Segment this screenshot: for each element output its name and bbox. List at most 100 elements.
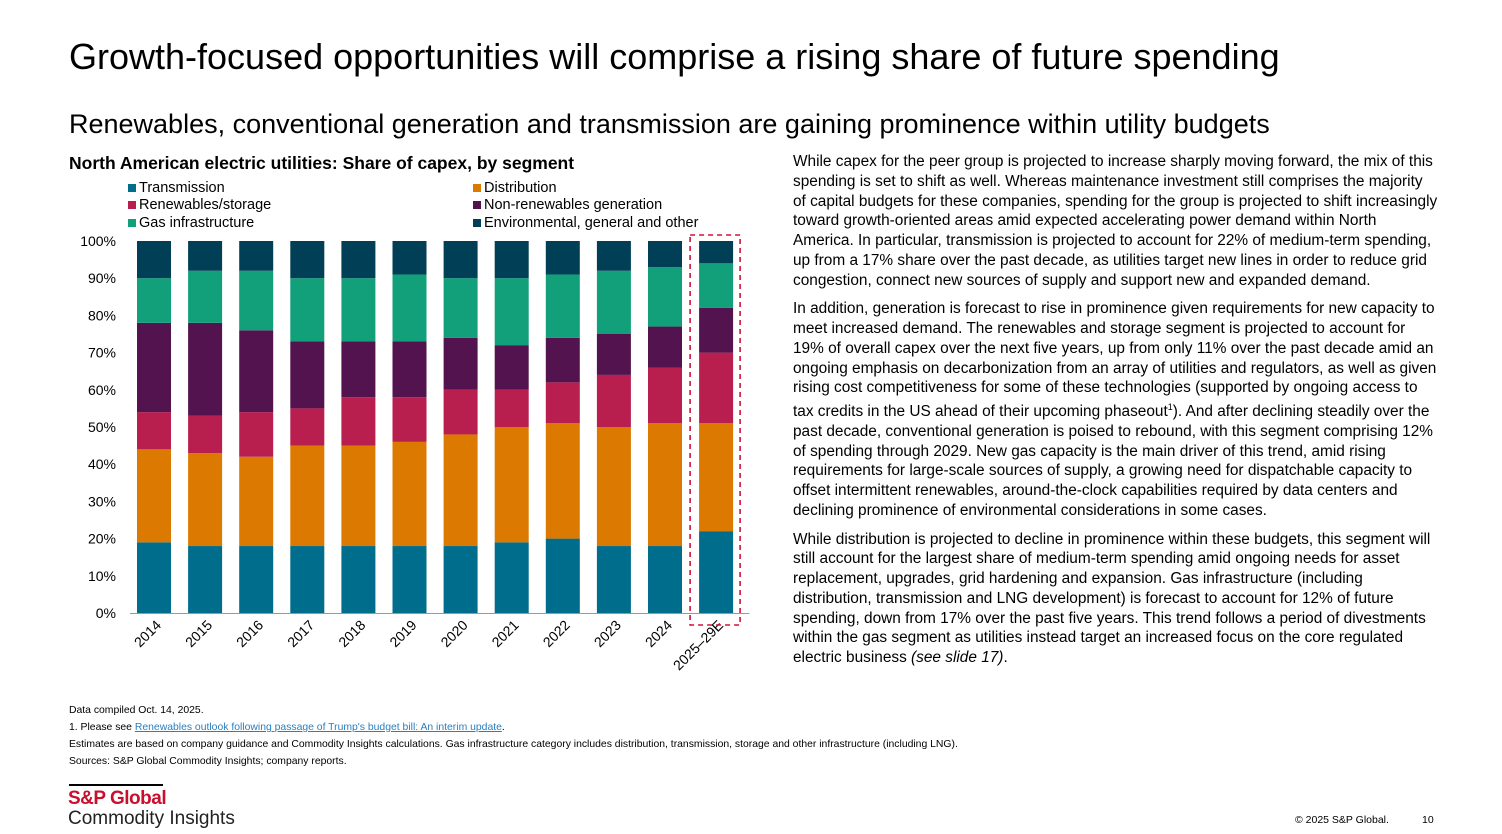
bar-segment-renewables-storage xyxy=(341,397,376,446)
legend-item: Transmission xyxy=(128,180,225,196)
bar-segment-environmental-general-and-other xyxy=(648,241,682,268)
bar-segment-transmission xyxy=(239,546,274,613)
bar-segment-transmission xyxy=(648,546,682,613)
logo-rule xyxy=(69,784,163,786)
bar-segment-non-renewables-generation xyxy=(699,307,734,353)
bar-segment-environmental-general-and-other xyxy=(545,241,580,275)
page-number: 10 xyxy=(1422,814,1434,826)
bar-segment-environmental-general-and-other xyxy=(341,241,376,279)
highlight-box xyxy=(689,234,741,626)
bar-segment-environmental-general-and-other xyxy=(290,241,325,279)
logo-brand: S&P Global xyxy=(68,788,167,809)
bar-segment-non-renewables-generation xyxy=(443,337,478,390)
stacked-bar-chart: 0% 10% 20% 30% 40% 50% 60% 70% 80% 90% 100% 2014 201… xyxy=(80,233,750,673)
bar-segment-gas-infrastructure xyxy=(545,274,580,338)
bar-segment-distribution xyxy=(699,423,734,532)
footnote-ref: 1 xyxy=(1167,402,1173,412)
bar-segment-environmental-general-and-other xyxy=(392,241,427,275)
x-tick-label: 2015 xyxy=(182,617,215,650)
legend-item: Environmental, general and other xyxy=(473,215,698,231)
bar-segment-distribution xyxy=(239,456,274,547)
bar-segment-gas-infrastructure xyxy=(494,278,529,346)
bar-segment-transmission xyxy=(137,542,171,613)
slide-reference: (see slide 17) xyxy=(911,649,1004,667)
bar-segment-distribution xyxy=(290,445,325,547)
bar-segment-gas-infrastructure xyxy=(443,278,478,338)
legend-item: Distribution xyxy=(473,180,557,196)
legend-item: Renewables/storage xyxy=(128,197,271,213)
bar-segment-gas-infrastructure xyxy=(239,270,274,331)
y-tick-label: 0% xyxy=(96,605,116,621)
x-tick-label: 2014 xyxy=(131,617,164,650)
y-tick-label: 100% xyxy=(80,233,116,249)
bar-segment-environmental-general-and-other xyxy=(239,241,274,271)
bar-segment-non-renewables-generation xyxy=(392,341,427,398)
bar-segment-transmission xyxy=(188,546,223,613)
legend-item: Non-renewables generation xyxy=(473,197,662,213)
copyright: © 2025 S&P Global. xyxy=(1295,814,1389,826)
logo-division: Commodity Insights xyxy=(68,808,235,829)
bar-segment-transmission xyxy=(545,538,580,613)
x-tick-label: 2018 xyxy=(335,617,368,650)
slide-title: Growth-focused opportunities will compri… xyxy=(69,36,1280,77)
bar-segment-environmental-general-and-other xyxy=(188,241,223,271)
y-tick-label: 70% xyxy=(88,345,116,361)
legend-label: Distribution xyxy=(484,180,557,196)
y-tick-label: 30% xyxy=(88,493,116,509)
bar-segment-renewables-storage xyxy=(443,389,478,435)
bar-segment-transmission xyxy=(699,531,734,613)
bar-segment-distribution xyxy=(188,453,223,547)
paragraph-2-part-a: In addition, generation is forecast to r… xyxy=(793,300,1437,421)
y-tick-label: 40% xyxy=(88,456,116,472)
bar-segment-transmission xyxy=(341,546,376,613)
footnote-1: 1. Please see Renewables outlook followi… xyxy=(69,719,958,736)
legend-swatch xyxy=(128,201,136,209)
footnote-link[interactable]: Renewables outlook following passage of … xyxy=(134,722,502,733)
bar-segment-non-renewables-generation xyxy=(494,345,529,390)
paragraph-3-text: While distribution is projected to decli… xyxy=(793,530,1431,667)
bar-segment-transmission xyxy=(392,546,427,613)
legend-swatch xyxy=(473,219,481,227)
y-tick-label: 50% xyxy=(88,419,116,435)
bar-segment-renewables-storage xyxy=(648,367,682,424)
bar-segment-non-renewables-generation xyxy=(290,341,325,409)
y-tick-label: 80% xyxy=(88,307,116,323)
bar-segment-transmission xyxy=(494,542,529,613)
y-tick-label: 10% xyxy=(88,568,116,584)
paragraph-3: While distribution is projected to decli… xyxy=(793,530,1438,668)
bar-segment-renewables-storage xyxy=(137,412,171,450)
legend-label: Transmission xyxy=(139,180,225,196)
bar-segment-gas-infrastructure xyxy=(137,278,171,323)
bar-segment-distribution xyxy=(494,427,529,543)
bar-segment-non-renewables-generation xyxy=(596,334,631,375)
bar-segment-distribution xyxy=(596,427,631,547)
legend-label: Environmental, general and other xyxy=(484,215,699,231)
x-tick-label: 2022 xyxy=(540,617,573,650)
paragraph-2: In addition, generation is forecast to r… xyxy=(793,299,1438,520)
bar-segment-non-renewables-generation xyxy=(341,341,376,398)
x-tick-label: 2019 xyxy=(386,617,419,650)
bar-segment-gas-infrastructure xyxy=(596,270,631,334)
legend-label: Gas infrastructure xyxy=(139,215,255,231)
bar-segment-renewables-storage xyxy=(494,389,529,427)
bar-segment-distribution xyxy=(392,441,427,547)
bar-segment-non-renewables-generation xyxy=(137,322,171,413)
bar-segment-renewables-storage xyxy=(392,397,427,442)
bar-segment-non-renewables-generation xyxy=(239,330,274,413)
bar-segment-distribution xyxy=(137,449,171,543)
bar-segment-non-renewables-generation xyxy=(188,322,223,416)
bar-segment-transmission xyxy=(290,546,325,613)
bar-segment-renewables-storage xyxy=(596,374,631,427)
x-tick-label: 2023 xyxy=(591,617,624,650)
bar-segment-renewables-storage xyxy=(188,415,223,454)
bar-segment-non-renewables-generation xyxy=(545,337,580,383)
legend-swatch xyxy=(473,201,481,209)
slide-subtitle: Renewables, conventional generation and … xyxy=(69,109,1270,139)
bar-segment-environmental-general-and-other xyxy=(699,241,734,264)
x-tick-label: 2024 xyxy=(642,617,675,650)
bar-segment-renewables-storage xyxy=(290,408,325,446)
y-tick-label: 20% xyxy=(88,531,116,547)
y-tick-label: 60% xyxy=(88,382,116,398)
y-tick-label: 90% xyxy=(88,270,116,286)
footnotes: Data compiled Oct. 14, 2025. 1. Please s… xyxy=(69,702,958,770)
